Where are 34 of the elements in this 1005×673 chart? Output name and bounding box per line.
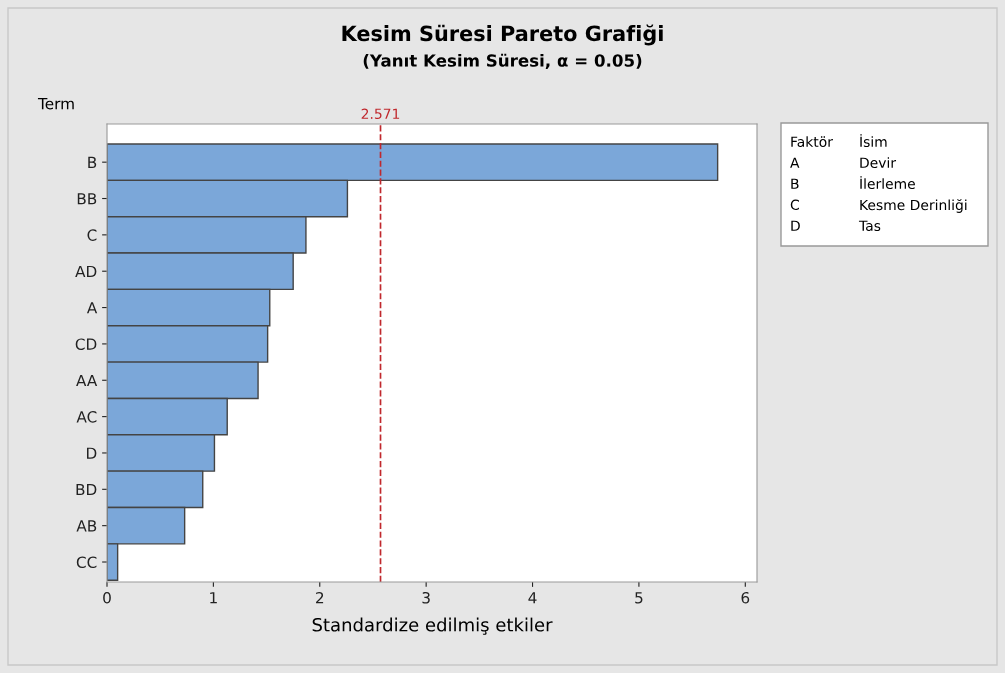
chart-title: Kesim Süresi Pareto Grafiği — [342, 24, 663, 46]
x-axis-title: Standardize edilmiş etkiler — [312, 617, 553, 635]
y-tick-label: C — [87, 229, 97, 241]
x-tick-label: 1 — [210, 592, 217, 604]
text: A — [790, 157, 800, 168]
text: Devir — [860, 157, 897, 169]
y-tick-label: AB — [76, 520, 97, 532]
text: Tas — [858, 220, 881, 232]
y-tick-label: BB — [77, 193, 97, 205]
text: D — [791, 220, 800, 231]
ref-line-label: 2.571 — [361, 108, 400, 120]
y-tick-label: CD — [75, 338, 97, 350]
text: İsim — [860, 134, 887, 148]
text: Faktör — [791, 136, 833, 148]
y-tick-label: AC — [76, 411, 97, 423]
chart-subtitle: (Yanıt Kesim Süresi, α = 0.05) — [363, 53, 642, 69]
x-tick-label: 6 — [741, 591, 750, 604]
y-tick-label: AA — [76, 374, 98, 387]
x-tick-label: 3 — [422, 591, 430, 604]
y-axis-title: Term — [37, 98, 74, 110]
text: B — [791, 178, 799, 189]
y-tick-label: B — [88, 156, 97, 168]
y-tick-label: CC — [76, 556, 97, 569]
text: Kesme Derinliği — [860, 199, 967, 213]
y-tick-label: D — [87, 447, 97, 459]
text: İlerleme — [860, 176, 915, 190]
x-tick-label: 5 — [635, 592, 643, 604]
y-tick-label: BD — [76, 483, 97, 496]
y-tick-label: A — [86, 302, 98, 314]
x-tick-label: 0 — [103, 591, 111, 604]
text: C — [790, 199, 799, 211]
x-tick-label: 4 — [528, 592, 537, 604]
y-tick-label: AD — [75, 265, 97, 278]
x-tick-label: 2 — [316, 591, 324, 604]
